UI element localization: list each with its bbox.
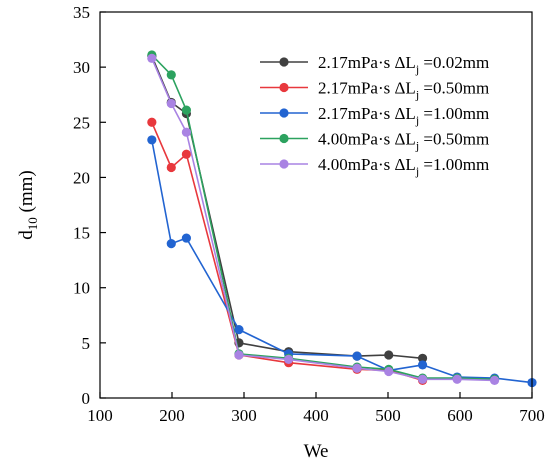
data-point (181, 127, 191, 137)
y-axis-title-unit: (mm) (16, 170, 37, 217)
y-tick-label: 5 (82, 334, 91, 353)
legend-swatch-marker (279, 159, 289, 169)
data-point (147, 135, 157, 145)
data-point (352, 351, 362, 361)
y-tick-label: 20 (73, 168, 90, 187)
x-tick-label: 300 (231, 406, 257, 425)
x-tick-label: 200 (159, 406, 185, 425)
data-point (181, 105, 191, 115)
legend-label: 4.00mPa·s ΔLj =0.50mm (318, 130, 489, 153)
y-axis-title-main: d (16, 230, 37, 240)
series-line (151, 55, 423, 360)
legend-label: 2.17mPa·s ΔLj =0.50mm (318, 79, 489, 102)
data-point (417, 360, 428, 370)
series-5 (147, 53, 500, 385)
data-point (166, 239, 176, 249)
x-tick-label: 600 (447, 406, 473, 425)
x-tick-label: 400 (303, 406, 329, 425)
legend-item: 2.17mPa·s ΔLj =0.02mm (260, 53, 489, 76)
series-4 (147, 50, 500, 384)
data-point (234, 325, 244, 335)
y-tick-label: 15 (73, 224, 90, 243)
data-point (234, 350, 244, 360)
legend-swatch-marker (279, 57, 289, 67)
x-axis-title: We (304, 441, 329, 462)
legend-swatch-marker (279, 108, 289, 118)
series-1 (147, 51, 428, 363)
legend-label: 4.00mPa·s ΔLj =1.00mm (318, 155, 489, 178)
series-line (151, 139, 533, 384)
ticks-layer: 100 200 300 400 500 600 700 0 5 10 15 20 25 30 35 (73, 3, 545, 425)
data-point (417, 353, 428, 363)
data-point (181, 233, 191, 243)
data-point (489, 375, 500, 385)
legend-item: 2.17mPa·s ΔLj =0.50mm (260, 79, 489, 102)
y-tick-label: 35 (73, 3, 90, 22)
y-axis-title: d10 (mm) (16, 170, 40, 239)
y-tick-label: 10 (73, 279, 90, 298)
data-point (417, 374, 428, 384)
data-point (284, 354, 294, 364)
x-tick-label: 500 (375, 406, 401, 425)
x-tick-label: 100 (87, 406, 113, 425)
data-point (147, 53, 157, 63)
y-tick-label: 30 (73, 58, 90, 77)
data-point (452, 374, 462, 384)
data-point (384, 350, 394, 360)
legend-item: 4.00mPa·s ΔLj =0.50mm (260, 130, 489, 153)
data-point (352, 363, 362, 373)
data-point (181, 149, 191, 159)
legend-label: 2.17mPa·s ΔLj =0.02mm (318, 53, 489, 76)
legend-swatch-marker (279, 82, 289, 93)
series-line (151, 57, 495, 382)
legend-item: 4.00mPa·s ΔLj =1.00mm (260, 155, 489, 178)
y-tick-label: 0 (82, 389, 91, 408)
data-point (166, 162, 176, 173)
legend: 2.17mPa·s ΔLj =0.02mm 2.17mPa·s ΔLj =0.50… (260, 53, 489, 178)
legend-swatch-marker (279, 133, 289, 144)
data-point (384, 366, 394, 377)
data-point (166, 70, 176, 80)
data-point (147, 117, 157, 127)
x-tick-label: 700 (519, 406, 545, 425)
legend-label: 2.17mPa·s ΔLj =1.00mm (318, 104, 489, 127)
marks-layer (147, 50, 537, 388)
y-tick-label: 25 (73, 113, 90, 132)
series-line (151, 54, 495, 381)
legend-item: 2.17mPa·s ΔLj =1.00mm (260, 104, 489, 127)
y-axis-title-sub: 10 (25, 217, 40, 230)
data-point (166, 98, 176, 109)
